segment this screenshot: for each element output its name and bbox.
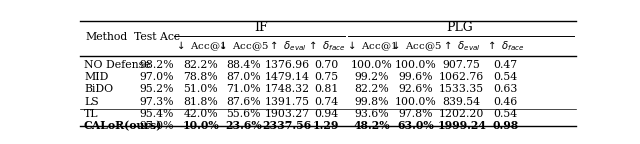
Text: BiDO: BiDO <box>84 84 113 94</box>
Text: $\downarrow$ Acc@5: $\downarrow$ Acc@5 <box>218 39 269 53</box>
Text: 78.8%: 78.8% <box>184 72 218 82</box>
Text: 51.0%: 51.0% <box>184 84 218 94</box>
Text: 63.0%: 63.0% <box>397 120 435 131</box>
Text: 95.2%: 95.2% <box>140 84 174 94</box>
Text: 1479.14: 1479.14 <box>265 72 310 82</box>
Text: 0.75: 0.75 <box>314 72 338 82</box>
Text: 0.54: 0.54 <box>493 109 518 119</box>
Text: 1748.32: 1748.32 <box>264 84 310 94</box>
Text: LS: LS <box>84 96 99 107</box>
Text: 1376.96: 1376.96 <box>264 60 310 70</box>
Text: 907.75: 907.75 <box>443 60 481 70</box>
Text: 839.54: 839.54 <box>443 96 481 107</box>
Text: Test Acc: Test Acc <box>134 32 180 42</box>
Text: $\uparrow$ $\delta_{eval}$: $\uparrow$ $\delta_{eval}$ <box>268 39 307 53</box>
Text: MID: MID <box>84 72 108 82</box>
Text: 0.94: 0.94 <box>314 109 338 119</box>
Text: 0.46: 0.46 <box>493 96 518 107</box>
Text: 0.81: 0.81 <box>314 84 338 94</box>
Text: 1533.35: 1533.35 <box>439 84 484 94</box>
Text: 97.8%: 97.8% <box>399 109 433 119</box>
Text: Method: Method <box>85 32 127 42</box>
Text: 1391.75: 1391.75 <box>264 96 310 107</box>
Text: 99.6%: 99.6% <box>399 72 433 82</box>
Text: 97.0%: 97.0% <box>140 121 174 131</box>
Text: 0.47: 0.47 <box>493 60 518 70</box>
Text: 93.6%: 93.6% <box>354 109 388 119</box>
Text: $\downarrow$ Acc@1: $\downarrow$ Acc@1 <box>175 39 227 53</box>
Text: 87.0%: 87.0% <box>226 72 260 82</box>
Text: 81.8%: 81.8% <box>184 96 218 107</box>
Text: CALoR(ours): CALoR(ours) <box>84 120 163 131</box>
Text: 1903.27: 1903.27 <box>264 109 310 119</box>
Text: IF: IF <box>254 21 268 34</box>
Text: 55.6%: 55.6% <box>226 109 260 119</box>
Text: PLG: PLG <box>446 21 473 34</box>
Text: 1062.76: 1062.76 <box>439 72 484 82</box>
Text: 92.6%: 92.6% <box>399 84 433 94</box>
Text: 99.8%: 99.8% <box>354 96 388 107</box>
Text: NO Defense: NO Defense <box>84 60 150 70</box>
Text: $\downarrow$ Acc@1: $\downarrow$ Acc@1 <box>346 39 397 53</box>
Text: 100.0%: 100.0% <box>351 60 392 70</box>
Text: $\uparrow$ $\delta_{eval}$: $\uparrow$ $\delta_{eval}$ <box>442 39 481 53</box>
Text: 23.6%: 23.6% <box>225 120 262 131</box>
Text: 98.2%: 98.2% <box>140 60 174 70</box>
Text: TL: TL <box>84 109 99 119</box>
Text: 82.2%: 82.2% <box>184 60 218 70</box>
Text: 97.3%: 97.3% <box>140 96 174 107</box>
Text: 0.54: 0.54 <box>493 72 518 82</box>
Text: 99.2%: 99.2% <box>354 72 388 82</box>
Text: 0.98: 0.98 <box>492 120 518 131</box>
Text: 97.0%: 97.0% <box>140 72 174 82</box>
Text: 0.74: 0.74 <box>314 96 338 107</box>
Text: 1999.24: 1999.24 <box>437 120 486 131</box>
Text: 88.4%: 88.4% <box>226 60 260 70</box>
Text: 95.4%: 95.4% <box>140 109 174 119</box>
Text: 82.2%: 82.2% <box>354 84 388 94</box>
Text: 42.0%: 42.0% <box>184 109 218 119</box>
Text: 100.0%: 100.0% <box>395 60 437 70</box>
Text: 1.29: 1.29 <box>313 120 339 131</box>
Text: 10.0%: 10.0% <box>182 120 219 131</box>
Text: 71.0%: 71.0% <box>226 84 260 94</box>
Text: 87.6%: 87.6% <box>226 96 260 107</box>
Text: $\downarrow$ Acc@5: $\downarrow$ Acc@5 <box>390 39 442 53</box>
Text: 2337.56: 2337.56 <box>262 120 312 131</box>
Text: 0.63: 0.63 <box>493 84 518 94</box>
Text: 100.0%: 100.0% <box>395 96 437 107</box>
Text: 1202.20: 1202.20 <box>439 109 484 119</box>
Text: $\uparrow$ $\delta_{face}$: $\uparrow$ $\delta_{face}$ <box>486 39 525 53</box>
Text: 48.2%: 48.2% <box>353 120 390 131</box>
Text: 0.70: 0.70 <box>314 60 338 70</box>
Text: $\uparrow$ $\delta_{face}$: $\uparrow$ $\delta_{face}$ <box>307 39 346 53</box>
